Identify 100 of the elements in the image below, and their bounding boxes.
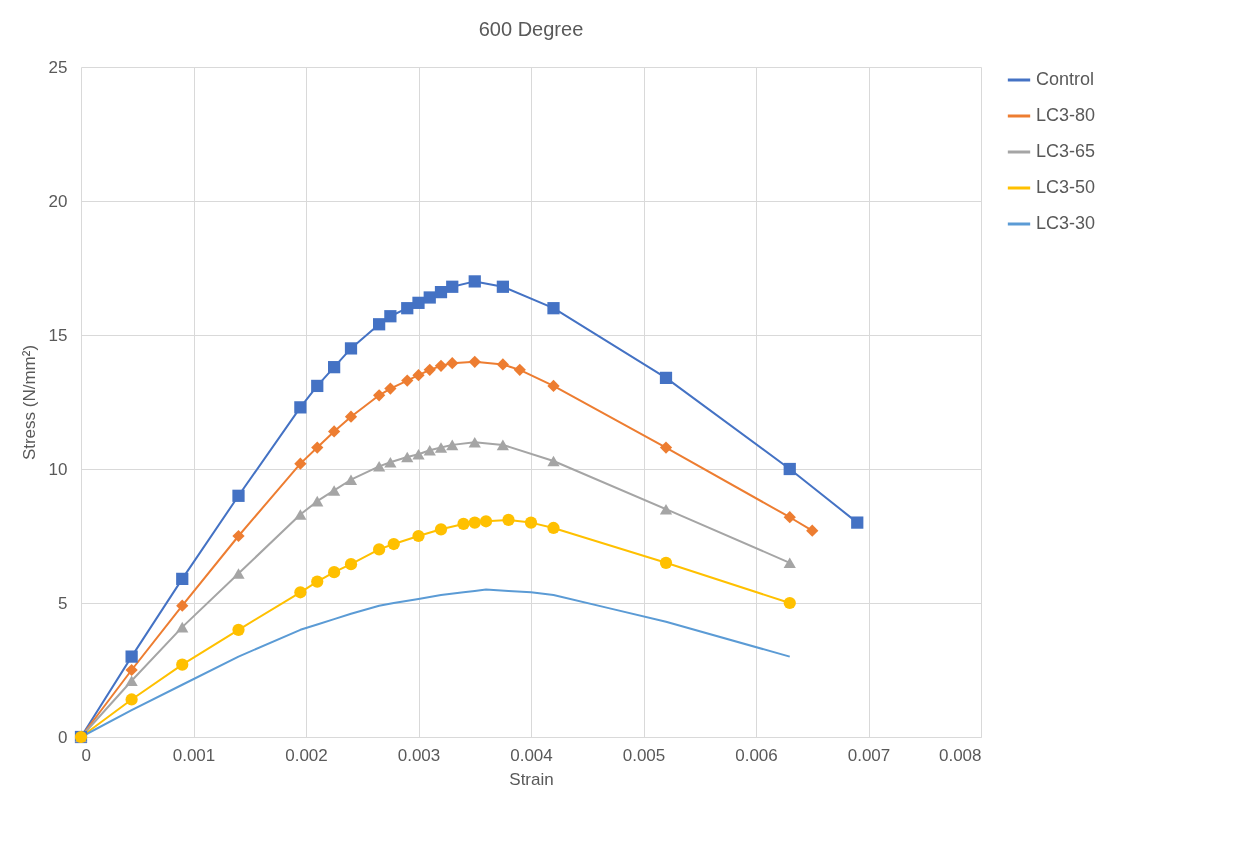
- point: [468, 275, 481, 288]
- point: [176, 599, 189, 612]
- point: [783, 557, 796, 569]
- point: [401, 451, 414, 463]
- x-tick-label: 0.003: [397, 745, 441, 765]
- point: [502, 513, 515, 527]
- x-tick-label: 0.002: [285, 745, 328, 765]
- point: [373, 543, 386, 556]
- point: [125, 663, 138, 677]
- point: [387, 537, 400, 551]
- point: [401, 302, 414, 315]
- x-tick-label: 0.005: [622, 745, 666, 765]
- chart-title: 600 Degree: [478, 18, 584, 40]
- point: [328, 425, 341, 438]
- y-tick-label: 0: [58, 727, 68, 747]
- point: [232, 489, 245, 502]
- point: [468, 436, 481, 448]
- point: [412, 296, 425, 309]
- point: [547, 521, 560, 535]
- point: [412, 369, 425, 382]
- point: [659, 503, 673, 515]
- point: [434, 286, 448, 299]
- point: [125, 675, 138, 687]
- point: [659, 371, 673, 384]
- point: [176, 572, 189, 585]
- point: [384, 310, 397, 323]
- point: [423, 444, 436, 456]
- point: [547, 379, 560, 393]
- x-tick-label: 0.006: [735, 745, 778, 765]
- point: [547, 302, 560, 315]
- point: [344, 474, 358, 486]
- point: [344, 558, 358, 571]
- y-tick-label: 20: [48, 191, 68, 211]
- point: [125, 693, 138, 706]
- point: [468, 355, 481, 368]
- point: [783, 462, 796, 476]
- point: [344, 410, 358, 423]
- point: [851, 516, 864, 529]
- point: [513, 363, 526, 376]
- point: [344, 342, 358, 355]
- point: [434, 523, 448, 536]
- point: [468, 516, 481, 529]
- y-tick-label: 25: [48, 57, 68, 77]
- y-tick-label: 10: [48, 459, 68, 479]
- point: [423, 363, 436, 376]
- point: [496, 358, 509, 371]
- legend-label: LC3-30: [1036, 213, 1096, 233]
- point: [373, 389, 386, 402]
- point: [176, 621, 189, 633]
- point: [401, 374, 414, 387]
- y-axis-title: Stress (N/mm²): [19, 344, 39, 461]
- x-tick-label: 0.007: [847, 745, 891, 765]
- point: [373, 461, 386, 472]
- y-tick-label: 15: [48, 325, 68, 345]
- point: [783, 596, 796, 610]
- point: [294, 509, 307, 520]
- point: [446, 439, 459, 451]
- point: [457, 517, 470, 531]
- point: [232, 568, 245, 579]
- point: [294, 457, 307, 470]
- point: [659, 556, 673, 569]
- point: [434, 359, 448, 372]
- point: [176, 658, 189, 671]
- point: [806, 524, 819, 537]
- point: [328, 361, 341, 374]
- point: [434, 442, 448, 453]
- legend-label: LC3-50: [1036, 177, 1096, 197]
- x-tick-label: 0.001: [172, 745, 216, 765]
- point: [524, 516, 538, 529]
- legend-label: Control: [1036, 69, 1095, 89]
- point: [423, 291, 436, 304]
- point: [547, 455, 560, 467]
- point: [479, 515, 493, 528]
- point: [311, 495, 324, 507]
- x-axis-title: Strain: [509, 769, 554, 789]
- point: [232, 623, 245, 636]
- point: [373, 318, 386, 331]
- point: [496, 439, 509, 451]
- legend-label: LC3-80: [1036, 105, 1096, 125]
- x-tick-label: 0.008: [938, 745, 982, 765]
- point: [232, 529, 245, 543]
- point: [446, 357, 459, 370]
- point: [328, 485, 341, 496]
- point: [294, 401, 307, 414]
- point: [125, 650, 138, 663]
- point: [783, 511, 796, 524]
- point: [311, 441, 324, 454]
- point: [496, 280, 509, 293]
- y-tick-label: 5: [58, 593, 68, 613]
- point: [412, 448, 425, 460]
- point: [311, 379, 324, 393]
- point: [659, 441, 673, 454]
- point: [294, 586, 307, 599]
- legend-label: LC3-65: [1036, 141, 1096, 161]
- point: [446, 280, 459, 293]
- point: [311, 575, 324, 588]
- point: [384, 457, 397, 468]
- x-tick-label: 0.004: [510, 745, 553, 765]
- x-tick-label: 0: [81, 745, 91, 765]
- point: [384, 382, 397, 395]
